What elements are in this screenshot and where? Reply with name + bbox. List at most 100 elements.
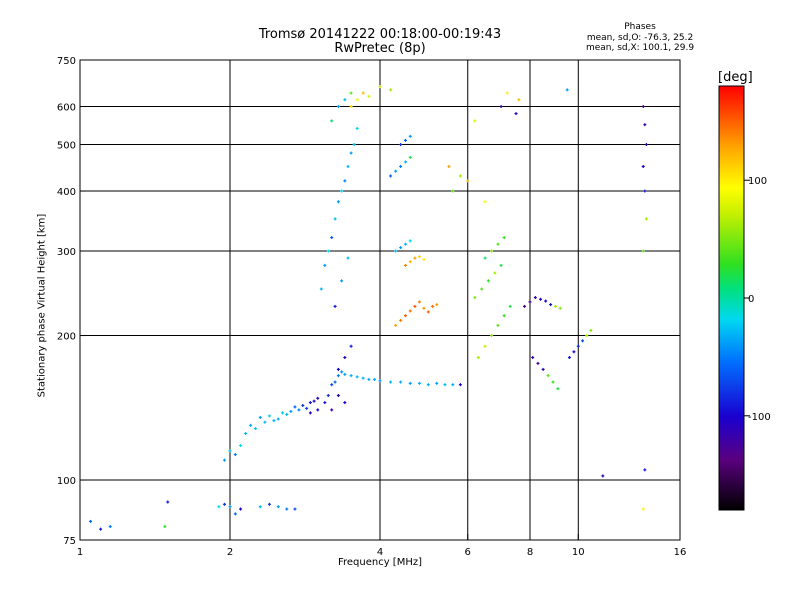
data-point [514,112,518,116]
data-point [223,502,227,506]
data-point [312,399,316,403]
data-point [217,505,221,509]
data-point [643,189,647,193]
data-point [403,263,407,267]
colorbar-tick-label: -100 [748,412,771,423]
data-point [355,126,359,130]
data-point [544,299,548,303]
data-point [355,98,359,102]
data-point [473,119,477,123]
data-point [408,239,412,243]
data-point [643,468,647,472]
data-point [389,88,393,92]
data-point [426,383,430,387]
data-point [346,164,350,168]
data-point [319,287,323,291]
data-point [330,119,334,123]
data-point [403,138,407,142]
data-point [301,403,305,407]
data-point [408,134,412,138]
data-point [499,105,503,109]
data-point [551,380,555,384]
data-point [253,427,257,431]
data-point [473,296,477,300]
data-point [316,408,320,412]
data-point [399,318,403,322]
data-point [517,98,521,102]
data-point [293,507,297,511]
data-point [267,414,271,418]
data-point [346,256,350,260]
data-point [541,367,545,371]
data-point [483,200,487,204]
data-points [89,85,648,531]
data-point [641,249,645,253]
data-point [378,379,382,383]
data-point [394,169,398,173]
data-point [508,304,512,308]
colorbar-tick-label: 100 [748,176,767,187]
data-point [490,334,494,338]
data-point [389,174,393,178]
data-point [641,507,645,511]
data-point [431,304,435,308]
data-point [352,143,356,147]
data-point [644,143,648,147]
data-point [399,143,403,147]
data-point [285,507,289,511]
colorbar-ticks: 100 0 -100 [744,176,771,423]
data-point [281,411,285,415]
data-point [422,258,426,262]
data-point [403,242,407,246]
data-point [417,381,421,385]
data-point [502,314,506,318]
data-point [99,527,103,531]
data-point [239,507,243,511]
data-point [576,344,580,348]
data-point [326,394,330,398]
data-point [486,279,490,283]
data-point [451,383,455,387]
data-point [367,377,371,381]
data-point [343,401,347,405]
data-point [581,339,585,343]
y-tick-label: 75 [63,536,76,547]
data-point [330,236,334,240]
x-tick-label: 10 [572,547,585,558]
data-point [361,376,365,380]
y-axis-label: Stationary phase Virtual Height [km] [36,213,48,398]
data-point [349,344,353,348]
data-point [361,91,365,95]
y-tick-label: 600 [57,103,76,114]
data-point [408,381,412,385]
data-point [447,164,451,168]
data-point [249,423,253,427]
x-tick-label: 4 [377,547,383,558]
data-point [399,246,403,250]
data-point [289,409,293,413]
colorbar-tick-label: 0 [748,294,754,305]
data-point [163,525,167,529]
data-point [403,160,407,164]
data-point [323,263,327,267]
y-tick-label: 100 [57,476,76,487]
data-point [340,189,344,193]
data-point [330,408,334,412]
data-point [326,249,330,253]
data-point [483,344,487,348]
data-point [641,164,645,168]
data-point [422,306,426,310]
data-point [166,500,170,504]
data-point [502,236,506,240]
data-point [272,419,276,423]
data-point [483,256,487,260]
data-point [435,381,439,385]
data-point [228,449,232,453]
data-point [308,411,312,415]
data-point [239,444,243,448]
y-tick-label: 300 [57,247,76,258]
phases-x-stats: mean, sd,X: 100.1, 29.9 [585,43,695,53]
data-point [567,355,571,359]
data-point [536,361,540,365]
data-point [367,94,371,98]
